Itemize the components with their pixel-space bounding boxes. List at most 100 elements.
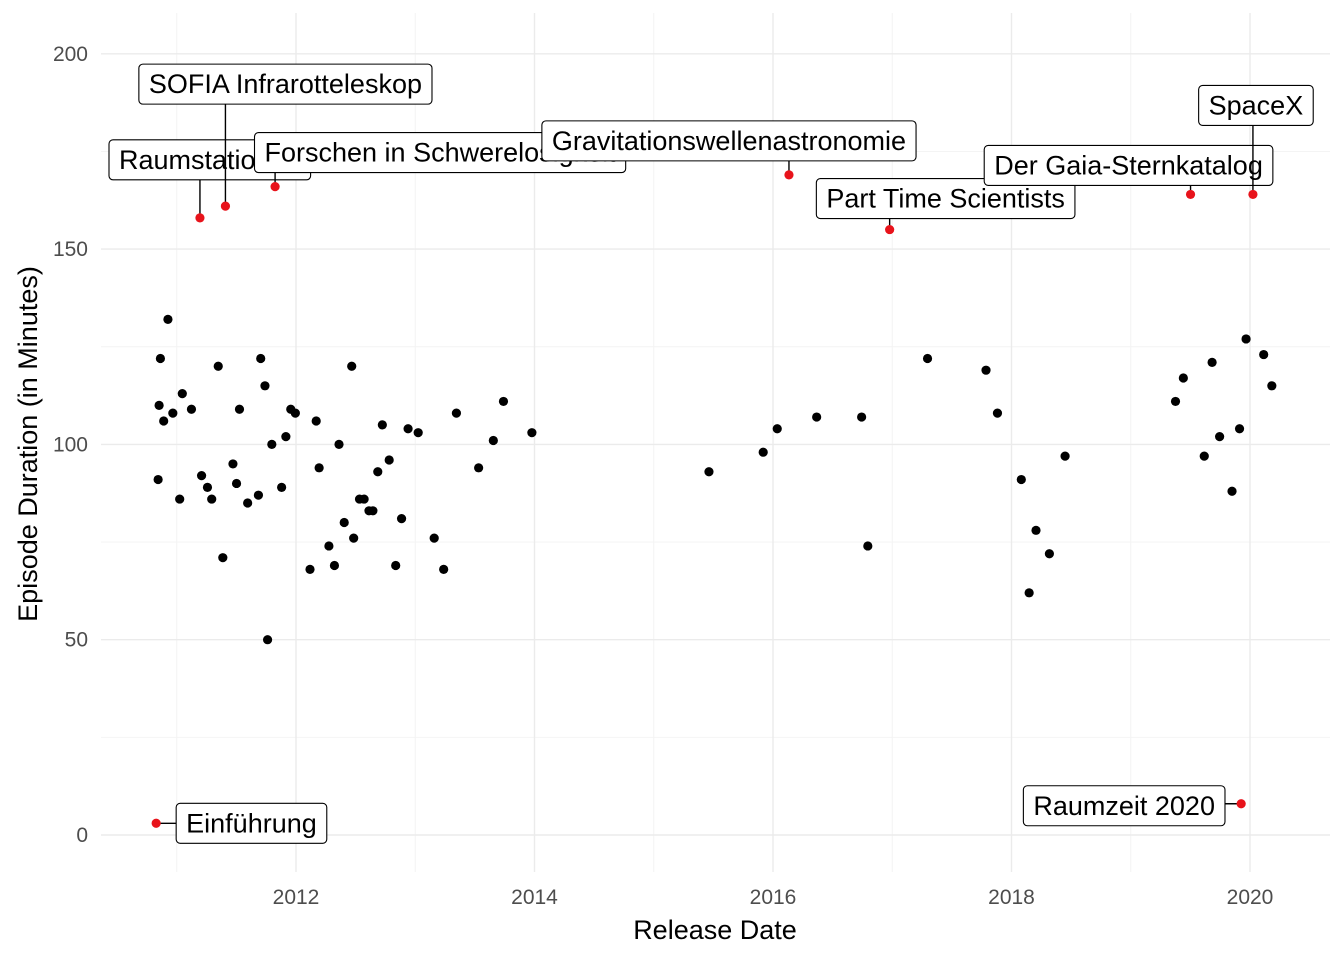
x-tick-label: 2016 — [750, 886, 797, 909]
data-point — [267, 439, 277, 449]
highlighted-data-point — [220, 201, 231, 211]
y-tick-label: 150 — [53, 238, 88, 261]
data-point — [305, 564, 315, 574]
data-point — [758, 447, 768, 457]
y-axis-title: Episode Duration (in Minutes) — [13, 266, 43, 622]
data-point — [413, 428, 423, 438]
data-point — [1199, 451, 1209, 461]
data-point — [981, 365, 991, 375]
data-point — [218, 553, 228, 563]
data-point — [207, 494, 217, 504]
label-box — [138, 63, 433, 105]
point-label: Der Gaia-Sternkatalog — [983, 144, 1274, 195]
data-point — [256, 353, 266, 364]
data-point — [1227, 486, 1237, 496]
highlighted-data-point — [195, 213, 205, 223]
data-point — [403, 424, 413, 434]
data-point — [175, 494, 185, 504]
data-point — [324, 541, 334, 551]
data-point — [281, 431, 291, 442]
point-label: Einführung — [156, 802, 328, 844]
highlighted-data-point — [1236, 799, 1246, 809]
data-point — [1170, 396, 1181, 407]
data-point — [186, 404, 197, 414]
data-point — [772, 424, 782, 434]
highlighted-data-point — [1248, 189, 1258, 200]
data-point — [377, 420, 387, 430]
x-axis-ticks: 2012 2014 2016 2018 2020 — [273, 886, 1274, 909]
data-point — [290, 408, 300, 418]
data-point — [234, 404, 245, 414]
data-point — [349, 533, 359, 543]
y-tick-label: 50 — [65, 629, 88, 652]
data-point — [177, 389, 187, 399]
data-point — [704, 467, 714, 477]
data-point — [329, 560, 340, 571]
data-point — [1241, 334, 1251, 344]
y-axis-ticks: 0 50 100 150 200 — [53, 43, 88, 847]
data-point — [474, 463, 484, 473]
highlighted-data-point — [784, 170, 794, 180]
data-point — [311, 416, 321, 426]
data-point — [1215, 431, 1225, 442]
label-box — [175, 802, 328, 844]
data-point — [373, 467, 383, 477]
highlighted-data-point — [151, 818, 161, 828]
label-box — [1198, 84, 1314, 126]
data-point — [857, 412, 867, 422]
data-point — [359, 494, 369, 504]
data-point — [153, 474, 163, 485]
point-label: Forschen in Schwerelosigkeit — [253, 132, 627, 187]
data-point — [155, 353, 166, 364]
data-point — [1016, 474, 1026, 485]
data-point — [391, 560, 401, 571]
data-point — [334, 439, 344, 449]
data-point — [384, 455, 394, 465]
data-point — [439, 564, 449, 574]
data-point — [527, 428, 537, 438]
highlighted-data-point — [885, 224, 895, 235]
label-box — [983, 144, 1274, 186]
x-tick-label: 2018 — [988, 886, 1035, 909]
data-point — [231, 478, 242, 489]
data-point — [396, 514, 407, 524]
y-tick-label: 0 — [76, 824, 88, 847]
data-point — [498, 396, 509, 407]
point-label: Part Time Scientists — [815, 178, 1076, 230]
data-point — [168, 408, 178, 418]
point-label: Raumzeit 2020 — [1022, 785, 1242, 827]
data-point — [992, 408, 1003, 418]
point-label: SOFIA Infrarotteleskop — [138, 63, 433, 207]
data-point — [1024, 588, 1034, 598]
data-point — [1234, 424, 1245, 434]
x-tick-label: 2012 — [273, 886, 320, 909]
y-tick-label: 200 — [53, 43, 88, 66]
data-points — [153, 314, 1277, 645]
label-box — [815, 178, 1076, 220]
data-point — [243, 498, 253, 508]
data-point — [1060, 451, 1070, 461]
data-point — [228, 459, 238, 469]
data-point — [1178, 373, 1188, 383]
data-point — [1267, 381, 1277, 391]
data-point — [262, 635, 273, 645]
data-point — [1031, 525, 1041, 535]
point-label-text: Gravitationswellenastronomie — [552, 126, 906, 156]
data-point — [154, 400, 164, 410]
label-box — [1022, 785, 1226, 827]
data-point — [163, 314, 173, 325]
point-label-text: Der Gaia-Sternkatalog — [994, 150, 1263, 180]
point-label-text: Part Time Scientists — [826, 184, 1065, 214]
point-label-text: Einführung — [186, 808, 317, 838]
point-label-text: Raumzeit 2020 — [1033, 791, 1215, 821]
x-tick-label: 2014 — [511, 886, 558, 909]
point-label: Gravitationswellenastronomie — [541, 120, 917, 175]
data-point — [277, 482, 287, 492]
data-point — [451, 408, 462, 418]
data-point — [812, 412, 822, 422]
data-point — [213, 361, 223, 371]
data-point — [347, 361, 357, 371]
point-label-text: SOFIA Infrarotteleskop — [149, 69, 422, 99]
